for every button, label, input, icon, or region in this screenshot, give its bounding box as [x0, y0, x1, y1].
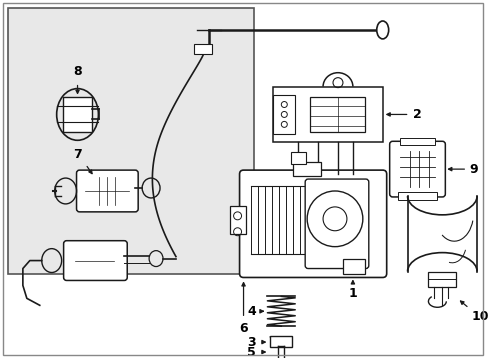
FancyBboxPatch shape — [389, 141, 445, 197]
Bar — [270, 336, 292, 347]
Text: 4: 4 — [246, 305, 255, 318]
FancyBboxPatch shape — [239, 170, 386, 278]
Text: 1: 1 — [348, 287, 357, 300]
Text: 2: 2 — [412, 108, 421, 121]
Bar — [229, 206, 245, 234]
Bar — [293, 162, 321, 176]
FancyBboxPatch shape — [305, 179, 368, 269]
Text: 10: 10 — [470, 310, 488, 323]
Text: 8: 8 — [73, 65, 81, 78]
Text: 9: 9 — [469, 163, 477, 176]
Bar — [62, 96, 92, 132]
Bar — [397, 192, 436, 200]
Text: 3: 3 — [246, 336, 255, 348]
Bar — [291, 152, 305, 164]
Bar — [8, 8, 254, 274]
Text: 7: 7 — [73, 148, 82, 161]
Bar — [342, 258, 364, 274]
FancyBboxPatch shape — [273, 87, 382, 142]
Ellipse shape — [376, 21, 388, 39]
Text: 6: 6 — [239, 322, 247, 335]
FancyBboxPatch shape — [63, 241, 127, 280]
Bar — [399, 138, 434, 145]
Bar — [427, 271, 455, 287]
Text: 5: 5 — [246, 346, 255, 359]
Bar — [273, 95, 295, 134]
FancyBboxPatch shape — [77, 170, 138, 212]
Bar — [193, 44, 211, 54]
Bar — [309, 96, 364, 132]
